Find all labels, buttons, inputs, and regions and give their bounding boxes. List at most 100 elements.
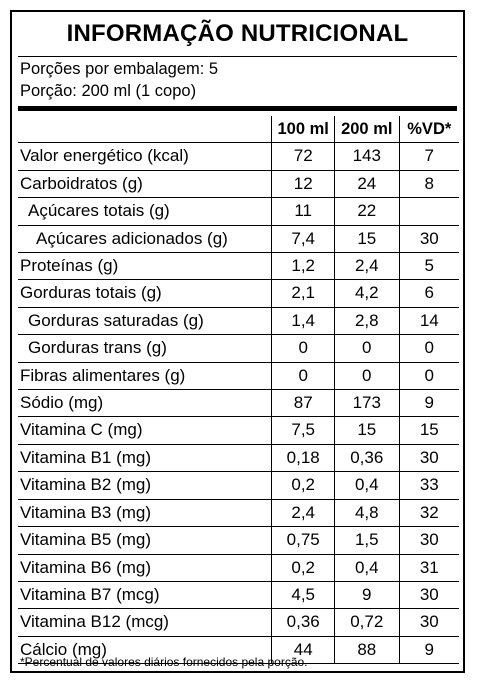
- value-vd: 5: [398, 252, 459, 280]
- value-vd: [398, 197, 459, 226]
- table-row: Proteínas (g) 1,2 2,4 5: [18, 252, 459, 280]
- table-row: Vitamina B3 (mg) 2,4 4,8 32: [18, 499, 459, 527]
- value-vd: 0: [398, 334, 459, 363]
- table-row: Vitamina B6 (mg) 0,2 0,4 31: [18, 554, 459, 582]
- nutrient-name: Vitamina B3 (mg): [20, 502, 152, 522]
- nutrient-name: Proteínas (g): [20, 256, 119, 276]
- table-row: Sódio (mg) 87 173 9: [18, 389, 459, 417]
- footnote: *Percentual de valores diários fornecido…: [20, 655, 308, 669]
- header-vd: %VD*: [398, 116, 459, 143]
- value-100ml: 1,2: [271, 252, 335, 280]
- value-200ml: 2,8: [334, 307, 400, 335]
- table-row: Vitamina C (mg) 7,5 15 15: [18, 416, 459, 445]
- value-vd: 31: [398, 554, 459, 582]
- value-vd: 7: [398, 142, 459, 171]
- nutrient-name: Açúcares totais (g): [28, 201, 170, 221]
- value-200ml: 15: [334, 225, 400, 253]
- table-row: Vitamina B5 (mg) 0,75 1,5 30: [18, 526, 459, 554]
- value-100ml: 0,36: [271, 608, 335, 637]
- value-200ml: 9: [334, 581, 400, 609]
- table-row: Carboidratos (g) 12 24 8: [18, 170, 459, 198]
- table-row: Vitamina B2 (mg) 0,2 0,4 33: [18, 471, 459, 500]
- value-vd: 30: [398, 608, 459, 637]
- servings-per-package: Porções por embalagem: 5: [20, 60, 219, 78]
- table-row: Vitamina B7 (mcg) 4,5 9 30: [18, 581, 459, 609]
- nutrient-name: Carboidratos (g): [20, 173, 143, 193]
- nutrient-name: Vitamina B6 (mg): [20, 557, 152, 577]
- value-100ml: 1,4: [271, 307, 335, 335]
- nutrient-name: Vitamina B7 (mcg): [20, 584, 160, 604]
- value-100ml: 4,5: [271, 581, 335, 609]
- value-100ml: 0,2: [271, 471, 335, 500]
- nutrient-name: Gorduras saturadas (g): [28, 310, 204, 330]
- nutrient-name: Vitamina B1 (mg): [20, 447, 152, 467]
- header-nutrient: [18, 116, 272, 143]
- value-200ml: 4,8: [334, 499, 400, 527]
- value-100ml: 0,18: [271, 444, 335, 472]
- value-200ml: 88: [334, 636, 400, 664]
- table-row: Açúcares totais (g) 11 22: [18, 197, 459, 226]
- nutrient-name: Cálcio (mg): [20, 639, 107, 659]
- value-vd: 14: [398, 307, 459, 335]
- value-vd: 33: [398, 471, 459, 500]
- value-vd: 32: [398, 499, 459, 527]
- table-header-row: 100 ml 200 ml %VD*: [18, 116, 459, 143]
- value-200ml: 4,2: [334, 279, 400, 308]
- value-200ml: 0,4: [334, 554, 400, 582]
- value-200ml: 143: [334, 142, 400, 171]
- value-200ml: 0,36: [334, 444, 400, 472]
- table-row: Gorduras totais (g) 2,1 4,2 6: [18, 279, 459, 308]
- nutrition-facts-label: INFORMAÇÃO NUTRICIONAL Porções por embal…: [10, 10, 465, 673]
- value-100ml: 12: [271, 170, 335, 198]
- table-row: Açúcares adicionados (g) 7,4 15 30: [18, 225, 459, 253]
- value-100ml: 72: [271, 142, 335, 171]
- value-100ml: 0: [271, 334, 335, 363]
- value-200ml: 22: [334, 197, 400, 226]
- title-divider: [18, 56, 457, 57]
- value-100ml: 44: [271, 636, 335, 664]
- value-100ml: 0,75: [271, 526, 335, 554]
- serving-size: Porção: 200 ml (1 copo): [20, 82, 197, 100]
- table-row: Gorduras saturadas (g) 1,4 2,8 14: [18, 307, 459, 335]
- value-vd: 9: [398, 389, 459, 417]
- value-200ml: 0: [334, 334, 400, 363]
- nutrient-name: Vitamina B12 (mcg): [20, 612, 169, 632]
- value-100ml: 2,4: [271, 499, 335, 527]
- nutrient-name: Valor energético (kcal): [20, 146, 189, 166]
- nutrient-name: Fibras alimentares (g): [20, 365, 186, 385]
- value-100ml: 0: [271, 362, 335, 390]
- nutrient-name: Sódio (mg): [20, 393, 104, 413]
- value-200ml: 2,4: [334, 252, 400, 280]
- value-100ml: 7,4: [271, 225, 335, 253]
- nutrient-name: Vitamina C (mg): [20, 420, 143, 440]
- value-200ml: 0,72: [334, 608, 400, 637]
- value-100ml: 87: [271, 389, 335, 417]
- value-vd: 15: [398, 416, 459, 445]
- value-200ml: 173: [334, 389, 400, 417]
- value-vd: 30: [398, 225, 459, 253]
- value-100ml: 2,1: [271, 279, 335, 308]
- nutrient-name: Vitamina B5 (mg): [20, 530, 152, 550]
- value-vd: 9: [398, 636, 459, 664]
- nutrient-name: Açúcares adicionados (g): [36, 228, 228, 248]
- serving-divider: [18, 106, 457, 111]
- label-title: INFORMAÇÃO NUTRICIONAL: [66, 20, 409, 47]
- table-row: Fibras alimentares (g) 0 0 0: [18, 362, 459, 390]
- value-200ml: 0: [334, 362, 400, 390]
- value-100ml: 7,5: [271, 416, 335, 445]
- nutrient-name: Gorduras totais (g): [20, 283, 162, 303]
- value-vd: 30: [398, 444, 459, 472]
- value-vd: 30: [398, 581, 459, 609]
- table-row: Cálcio (mg) 44 88 9: [18, 636, 459, 664]
- table-row: Gorduras trans (g) 0 0 0: [18, 334, 459, 363]
- value-100ml: 11: [271, 197, 335, 226]
- nutrient-name: Vitamina B2 (mg): [20, 475, 152, 495]
- value-vd: 8: [398, 170, 459, 198]
- table-row: Valor energético (kcal) 72 143 7: [18, 142, 459, 171]
- value-200ml: 24: [334, 170, 400, 198]
- header-100ml: 100 ml: [271, 116, 335, 143]
- table-row: Vitamina B12 (mcg) 0,36 0,72 30: [18, 608, 459, 637]
- value-vd: 0: [398, 362, 459, 390]
- header-200ml: 200 ml: [334, 116, 400, 143]
- value-200ml: 0,4: [334, 471, 400, 500]
